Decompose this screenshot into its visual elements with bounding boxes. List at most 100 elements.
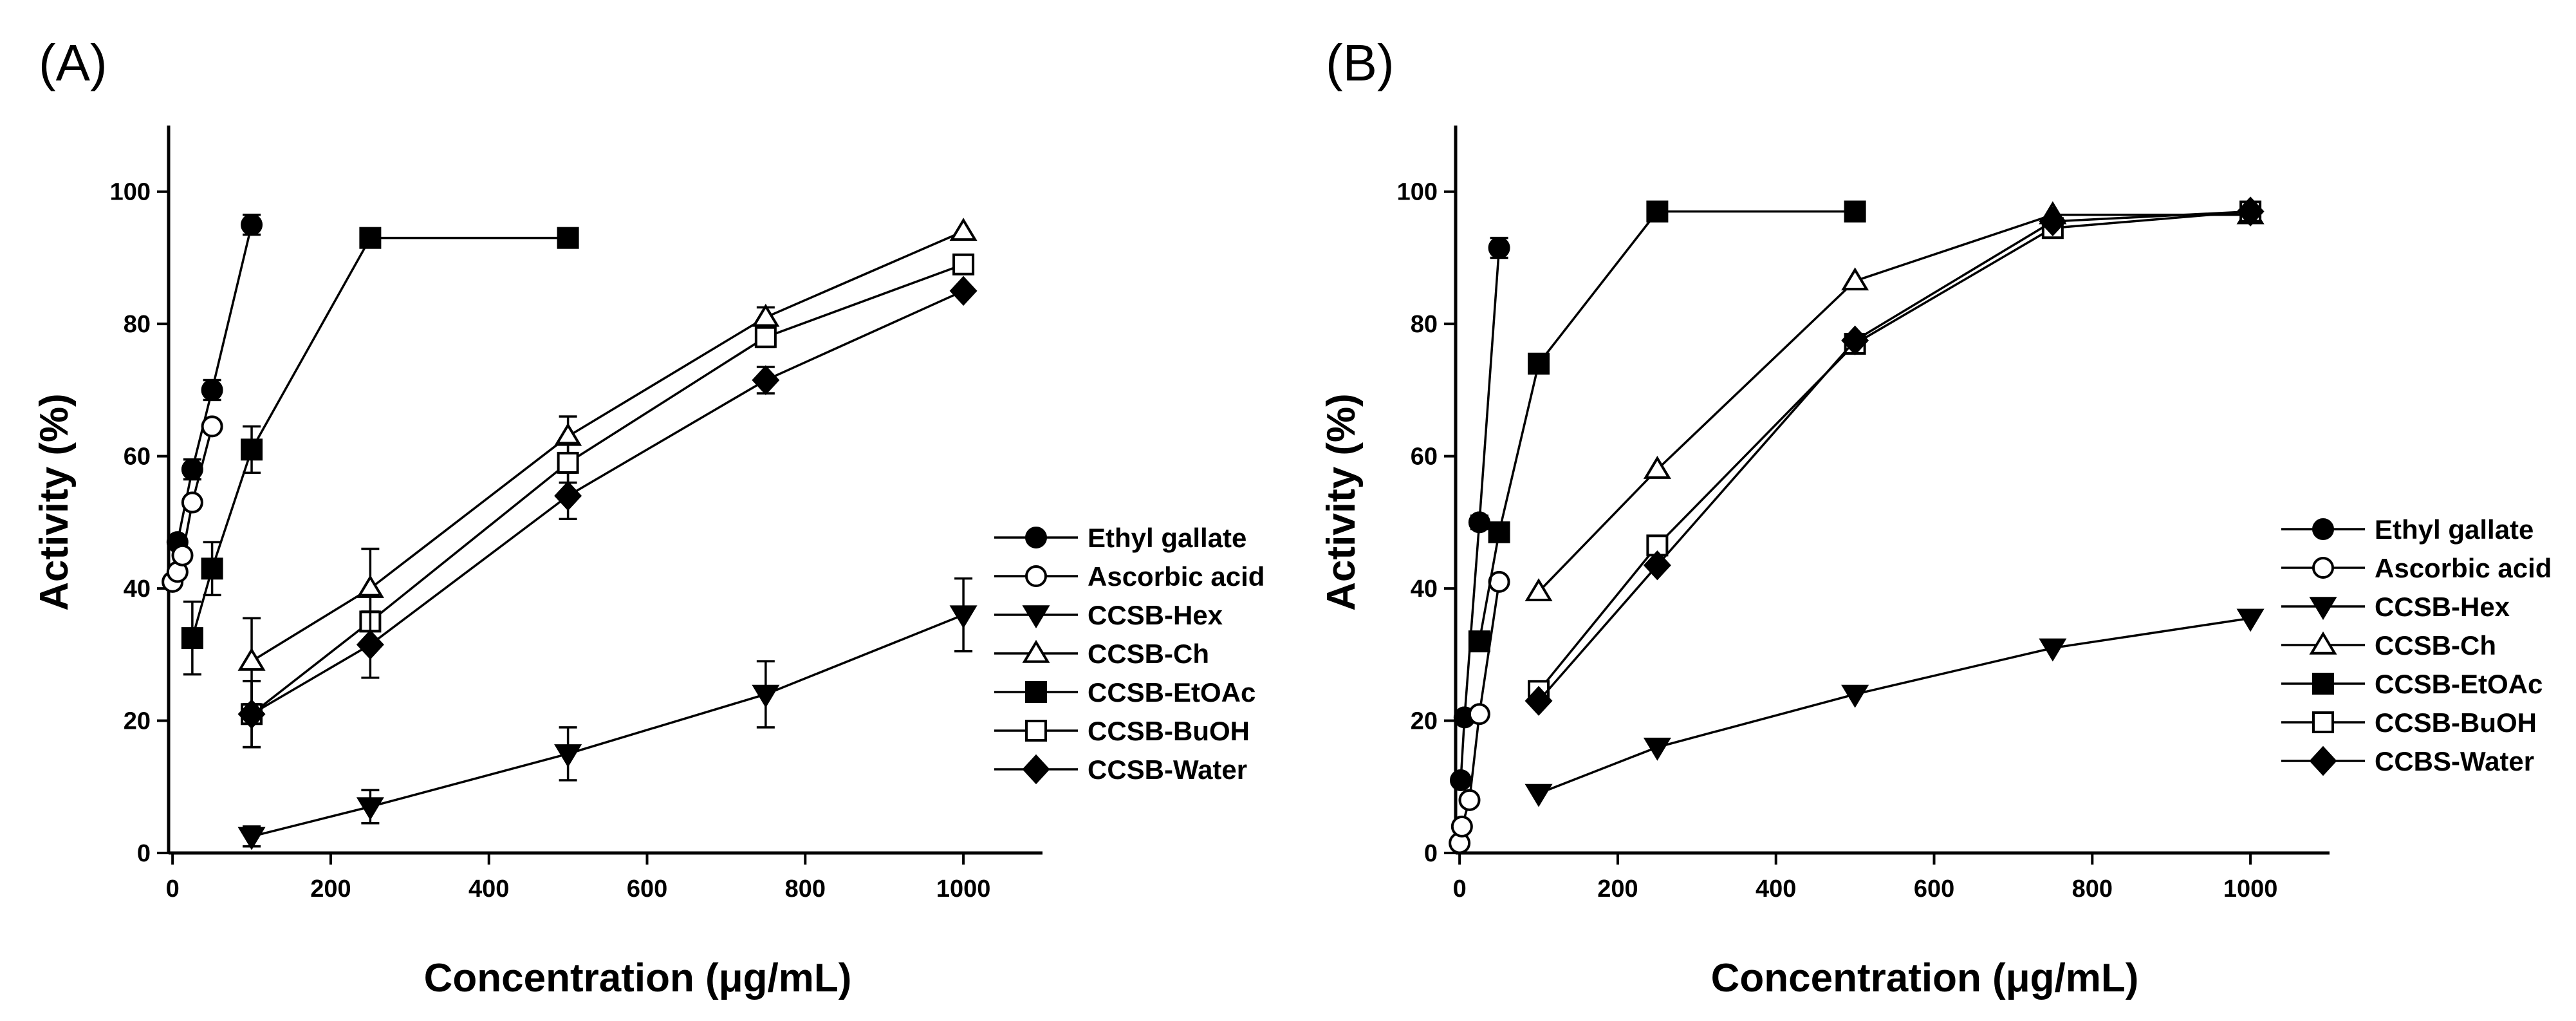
x-axis-title: Concentration (μg/mL) xyxy=(424,956,852,1000)
legend-entry: CCSB-BuOH xyxy=(2281,707,2537,738)
y-tick-label: 100 xyxy=(110,179,151,206)
y-axis-title: Activity (%) xyxy=(1319,393,1364,611)
legend-entry: Ascorbic acid xyxy=(2281,553,2552,583)
data-point xyxy=(1643,550,1671,581)
y-axis-title: Activity (%) xyxy=(32,393,77,611)
data-point xyxy=(1528,352,1550,375)
data-point xyxy=(1841,325,1869,356)
y-tick-label: 80 xyxy=(1411,311,1438,338)
data-point xyxy=(1468,511,1490,534)
data-point xyxy=(1841,684,1869,708)
data-point xyxy=(181,627,203,650)
legend-entry: CCSB-Ch xyxy=(2281,630,2496,660)
series-line xyxy=(251,614,964,838)
x-tick-label: 0 xyxy=(1453,876,1467,903)
series-line xyxy=(1537,213,2251,593)
data-point xyxy=(356,797,384,821)
series-line xyxy=(191,236,568,639)
legend-marker xyxy=(1025,527,1047,548)
legend-label: CCSB-BuOH xyxy=(1088,716,1250,746)
legend-marker xyxy=(2312,557,2334,579)
data-point xyxy=(554,481,582,511)
legend-label: CCSB-Ch xyxy=(2375,630,2496,660)
panel-label: (A) xyxy=(39,34,107,91)
legend-entry: CCSB-Water xyxy=(994,754,1247,785)
legend-entry: CCSB-Ch xyxy=(994,639,1209,669)
data-point xyxy=(1488,521,1510,543)
data-point xyxy=(237,699,266,729)
series-ascorbic-acid xyxy=(1449,570,1510,854)
legend-label: CCSB-Ch xyxy=(1088,639,1209,669)
y-tick-label: 100 xyxy=(1397,179,1438,206)
series-line xyxy=(251,290,964,715)
x-tick-label: 800 xyxy=(2072,876,2113,903)
data-point xyxy=(752,684,780,708)
series-line xyxy=(1459,247,1501,781)
x-tick-label: 400 xyxy=(468,876,509,903)
y-tick-label: 20 xyxy=(1411,708,1438,735)
data-point xyxy=(949,605,978,629)
series-ccsb-hex xyxy=(1524,608,2265,807)
data-point xyxy=(241,214,263,236)
data-point xyxy=(359,227,382,249)
data-point xyxy=(241,438,263,461)
legend-entry: CCSB-EtOAc xyxy=(994,677,1256,707)
series-ccsb-buoh xyxy=(1528,200,2262,702)
y-tick-label: 60 xyxy=(124,444,151,471)
x-tick-label: 0 xyxy=(166,876,180,903)
legend-entry: CCSB-BuOH xyxy=(994,716,1250,746)
data-point xyxy=(1643,737,1671,761)
legend-marker xyxy=(2309,597,2337,621)
legend-label: Ascorbic acid xyxy=(2375,553,2552,583)
y-tick-label: 60 xyxy=(1411,444,1438,471)
series-ccsb-etoac xyxy=(1468,200,1866,653)
legend-entry: Ethyl gallate xyxy=(994,523,1246,553)
data-point xyxy=(171,544,194,567)
series-line xyxy=(1538,617,2251,795)
data-point xyxy=(356,630,384,660)
legend-marker xyxy=(1025,681,1047,703)
x-tick-label: 1000 xyxy=(936,876,991,903)
data-point xyxy=(2039,206,2067,237)
series-ccsb-ch xyxy=(237,218,978,706)
x-tick-label: 1000 xyxy=(2223,876,2278,903)
series-ccsb-hex xyxy=(237,577,978,850)
legend-label: CCSB-Hex xyxy=(1088,600,1223,630)
series-ascorbic-acid xyxy=(162,415,223,593)
data-point xyxy=(1524,783,1553,807)
data-point xyxy=(201,379,223,401)
data-point xyxy=(1468,630,1490,653)
data-point xyxy=(1488,237,1510,259)
legend-marker xyxy=(1022,754,1050,785)
legend-label: CCBS-Water xyxy=(2375,746,2534,776)
legend-label: Ethyl gallate xyxy=(1088,523,1246,553)
x-tick-label: 200 xyxy=(1597,876,1638,903)
data-point xyxy=(752,303,780,327)
legend-entry: CCSB-Hex xyxy=(994,600,1223,630)
series-ccsb-water xyxy=(237,276,978,749)
data-point xyxy=(2236,196,2265,227)
y-tick-label: 40 xyxy=(1411,576,1438,603)
legend-label: CCSB-EtOAc xyxy=(2375,669,2543,699)
data-point xyxy=(1643,456,1671,479)
data-point xyxy=(952,253,975,276)
data-point xyxy=(237,647,266,671)
series-line xyxy=(1478,210,1855,642)
data-point xyxy=(1524,686,1553,716)
data-point xyxy=(754,326,777,348)
legend-entry: CCBS-Water xyxy=(2281,745,2534,776)
series-line xyxy=(1537,210,2251,702)
x-tick-label: 400 xyxy=(1756,876,1796,903)
data-point xyxy=(1468,703,1490,726)
x-tick-label: 600 xyxy=(1914,876,1954,903)
data-point xyxy=(201,415,223,438)
legend-marker xyxy=(2309,745,2337,776)
legend-label: CCSB-Hex xyxy=(2375,592,2510,622)
legend-label: Ethyl gallate xyxy=(2375,514,2534,545)
data-point xyxy=(752,365,780,395)
legend-label: CCSB-BuOH xyxy=(2375,707,2537,738)
series-ccsb-etoac xyxy=(181,227,579,676)
legend-marker xyxy=(2312,711,2334,733)
